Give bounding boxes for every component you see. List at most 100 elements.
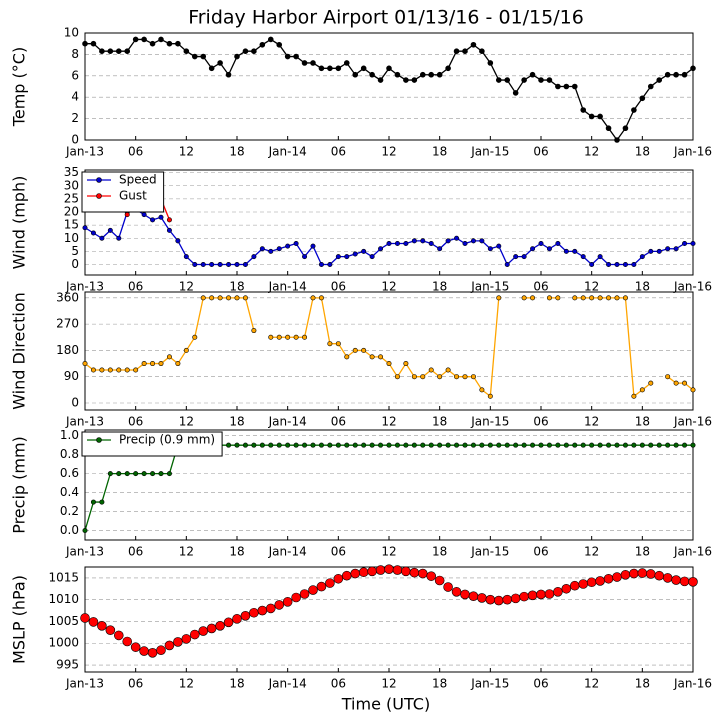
- data-point: [107, 227, 113, 233]
- data-point: [682, 241, 688, 247]
- data-point: [310, 60, 316, 66]
- data-point: [173, 637, 183, 647]
- data-point: [454, 374, 460, 380]
- data-point: [378, 354, 384, 360]
- data-point: [327, 261, 333, 267]
- x-tick-label: 18: [635, 415, 650, 429]
- data-point: [580, 254, 586, 260]
- data-point: [487, 246, 493, 252]
- data-point: [445, 442, 451, 448]
- data-point: [302, 334, 308, 340]
- data-point: [352, 71, 359, 78]
- data-point: [82, 225, 88, 231]
- data-point: [285, 442, 291, 448]
- data-point: [504, 261, 510, 267]
- chart-title: Friday Harbor Airport 01/13/16 - 01/15/1…: [188, 7, 584, 29]
- data-point: [99, 499, 105, 505]
- data-point: [226, 295, 232, 301]
- data-point: [462, 374, 468, 380]
- x-tick-label: 06: [128, 545, 143, 559]
- data-point: [392, 565, 403, 575]
- data-point: [639, 387, 645, 393]
- data-point: [437, 374, 443, 380]
- data-point: [563, 83, 570, 90]
- x-tick-label: Jan-14: [268, 145, 307, 159]
- data-point: [175, 238, 181, 244]
- data-point: [631, 107, 637, 113]
- data-point: [166, 354, 172, 360]
- y-tick-label: 20: [64, 205, 79, 219]
- data-point: [88, 617, 99, 627]
- data-point: [614, 261, 620, 267]
- data-point: [299, 589, 310, 599]
- data-point: [451, 587, 462, 597]
- x-tick-label: 12: [584, 545, 599, 559]
- data-point: [90, 40, 97, 47]
- data-point: [519, 591, 529, 602]
- data-point: [530, 246, 536, 252]
- x-tick-label: 06: [331, 677, 346, 691]
- x-tick-label: 12: [179, 415, 194, 429]
- data-point: [156, 645, 166, 656]
- x-tick-label: 12: [179, 677, 194, 691]
- data-point: [401, 566, 411, 577]
- data-point: [487, 60, 494, 66]
- data-point: [200, 295, 206, 301]
- data-point: [158, 36, 164, 43]
- data-point: [536, 589, 546, 600]
- data-point: [234, 295, 240, 301]
- data-point: [139, 646, 149, 656]
- data-point: [546, 295, 552, 301]
- data-point: [291, 592, 301, 603]
- data-point: [234, 442, 240, 448]
- data-point: [141, 36, 147, 43]
- data-point: [462, 241, 468, 247]
- y-axis-label: Wind (mph): [10, 176, 29, 270]
- data-point: [622, 295, 628, 301]
- data-point: [445, 367, 451, 373]
- data-point: [403, 361, 409, 367]
- data-point: [276, 442, 282, 448]
- x-tick-label: Jan-14: [268, 677, 307, 691]
- data-point: [183, 254, 189, 260]
- data-point: [242, 261, 248, 267]
- data-point: [648, 380, 654, 386]
- data-point: [333, 573, 344, 584]
- y-tick-label: 2: [71, 111, 79, 125]
- data-point: [361, 248, 367, 254]
- data-point: [420, 374, 426, 380]
- data-point: [141, 471, 147, 477]
- data-point: [419, 71, 426, 78]
- data-point: [673, 246, 679, 252]
- data-point: [580, 295, 586, 301]
- data-point: [485, 594, 496, 605]
- data-point: [513, 254, 519, 260]
- data-point: [293, 334, 299, 340]
- data-point: [301, 60, 308, 66]
- x-tick-label: Jan-14: [268, 415, 307, 429]
- y-tick-label: 1.0: [60, 428, 79, 442]
- x-tick-label: 18: [432, 145, 447, 159]
- data-point: [631, 261, 637, 267]
- data-point: [403, 77, 409, 83]
- data-point: [417, 568, 428, 579]
- data-point: [175, 361, 181, 367]
- y-tick-label: 10: [64, 231, 79, 245]
- y-axis-label: Temp (°C): [10, 47, 29, 127]
- data-point: [648, 248, 654, 254]
- data-point: [445, 65, 451, 72]
- data-point: [158, 471, 164, 477]
- data-point: [690, 387, 696, 393]
- y-axis-label: Precip (mm): [10, 436, 29, 534]
- data-point: [597, 295, 603, 301]
- x-tick-label: Jan-13: [65, 545, 104, 559]
- data-point: [654, 570, 665, 581]
- data-point: [639, 95, 646, 102]
- data-point: [606, 295, 612, 301]
- data-point: [538, 77, 544, 83]
- y-tick-label: 0: [71, 257, 79, 271]
- data-point: [521, 442, 527, 448]
- data-point: [82, 528, 88, 534]
- data-point: [341, 570, 352, 581]
